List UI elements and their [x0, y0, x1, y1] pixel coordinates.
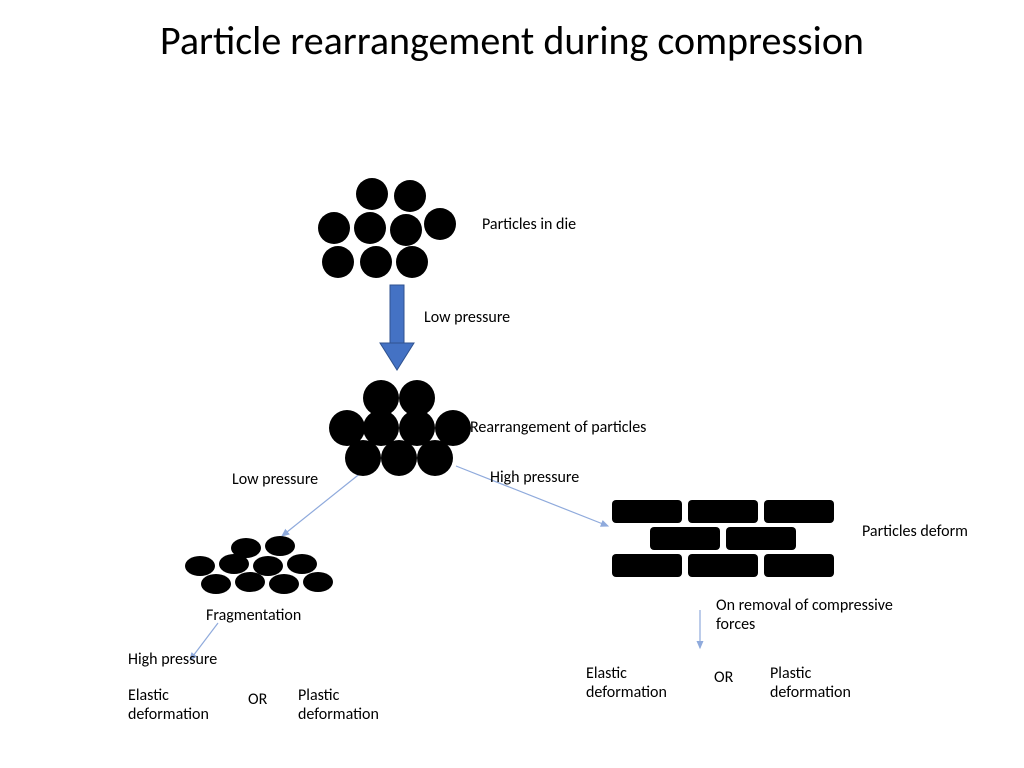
page-title: Particle rearrangement during compressio…: [0, 0, 1024, 64]
label-low-pressure-main: Low pressure: [424, 308, 510, 327]
cluster-rearrangement: [329, 380, 471, 476]
label-fragmentation: Fragmentation: [206, 606, 301, 625]
label-or-1: OR: [248, 690, 267, 709]
cluster-deformed-bricks: [612, 500, 834, 577]
cluster-fragmentation: [185, 536, 333, 594]
cluster-particles-in-die: [318, 178, 456, 278]
label-branch-right: High pressure: [490, 468, 579, 487]
label-rearrangement: Rearrangement of particles: [470, 418, 646, 437]
label-deform: Particles deform: [862, 522, 968, 541]
label-branch-left: Low pressure: [232, 470, 318, 489]
label-elastic-2: Elastic deformation: [586, 664, 686, 702]
label-removal: On removal of compressive forces: [716, 596, 926, 634]
label-or-2: OR: [714, 668, 733, 687]
label-elastic-1: Elastic deformation: [128, 686, 228, 724]
label-particles-in-die: Particles in die: [482, 215, 576, 234]
label-plastic-2: Plastic deformation: [770, 664, 880, 702]
arrow-low-pressure-main: [380, 285, 414, 370]
label-high-pressure-left: High pressure: [128, 650, 217, 669]
label-plastic-1: Plastic deformation: [298, 686, 408, 724]
